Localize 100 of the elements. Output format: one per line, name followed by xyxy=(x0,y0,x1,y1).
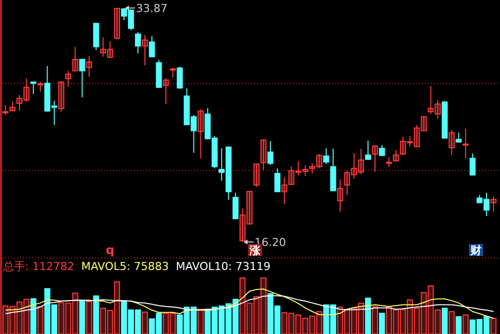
candlestick xyxy=(316,154,322,169)
bar xyxy=(240,278,246,334)
bar xyxy=(58,302,64,334)
bar xyxy=(16,302,22,334)
candlestick xyxy=(198,108,204,159)
bar xyxy=(456,316,462,334)
candlestick xyxy=(337,178,344,212)
candlestick xyxy=(295,160,302,176)
candlestick xyxy=(344,170,350,196)
text: q xyxy=(106,243,114,257)
candlestick xyxy=(246,190,252,226)
bar xyxy=(288,312,294,334)
candlestick xyxy=(420,116,427,132)
candlestick xyxy=(37,81,44,92)
bar xyxy=(316,311,322,334)
candlestick xyxy=(302,164,308,177)
text: MAVOL10: 73119 xyxy=(176,260,270,273)
candlestick xyxy=(386,156,392,168)
candlestick xyxy=(9,101,16,112)
bar xyxy=(2,306,8,334)
candlestick xyxy=(434,100,441,120)
bar xyxy=(93,295,100,334)
candlestick xyxy=(142,34,148,66)
bar xyxy=(428,285,434,334)
bar xyxy=(295,314,302,334)
candlestick xyxy=(267,140,274,166)
candlestick xyxy=(358,148,364,175)
candlestick xyxy=(100,36,106,58)
bar xyxy=(86,301,92,334)
candlestick xyxy=(470,152,476,176)
bar xyxy=(100,308,106,334)
bar xyxy=(142,312,148,334)
bar xyxy=(114,281,120,334)
candlestick xyxy=(309,162,316,174)
bar xyxy=(442,308,448,334)
bar xyxy=(302,318,308,334)
candlestick xyxy=(281,176,288,204)
bar xyxy=(378,312,385,334)
bar xyxy=(490,318,497,334)
series-label: 总手: 112782 xyxy=(2,260,74,273)
candlestick xyxy=(148,36,155,58)
candlestick xyxy=(260,138,266,171)
candlestick xyxy=(351,152,358,180)
candlestick xyxy=(428,86,434,115)
bar xyxy=(107,310,114,334)
candlestick xyxy=(232,192,239,220)
candlestick xyxy=(65,70,72,88)
bar xyxy=(344,308,350,334)
bar xyxy=(281,312,288,334)
bar xyxy=(79,300,86,334)
candlestick xyxy=(323,148,330,164)
candlestick xyxy=(114,8,120,39)
candlestick xyxy=(16,94,22,112)
bar xyxy=(253,296,260,334)
candlestick xyxy=(30,82,36,95)
candlestick xyxy=(2,104,8,116)
bar xyxy=(400,308,406,334)
annotation: 33.87 xyxy=(136,2,168,15)
candlestick xyxy=(288,166,294,185)
bar xyxy=(365,298,372,334)
candlestick xyxy=(107,40,114,58)
bar xyxy=(309,316,316,334)
candlestick xyxy=(58,82,64,112)
candlestick xyxy=(176,66,183,90)
bar xyxy=(462,314,469,334)
candlestick xyxy=(162,78,169,105)
bar xyxy=(65,302,72,334)
bar xyxy=(37,306,44,334)
candlestick xyxy=(400,136,406,156)
candlestick xyxy=(86,56,92,78)
bar xyxy=(198,308,204,334)
candlestick xyxy=(462,128,469,160)
bar xyxy=(372,306,378,334)
candlestick xyxy=(274,168,280,192)
bar xyxy=(23,298,30,334)
candlestick xyxy=(72,46,78,72)
candlestick xyxy=(93,22,100,50)
bar xyxy=(448,311,455,334)
bar xyxy=(414,308,420,334)
candlestick xyxy=(406,136,413,148)
candlestick xyxy=(448,130,455,156)
candlestick xyxy=(490,196,497,212)
bar xyxy=(420,292,427,334)
candlestick xyxy=(79,58,86,98)
text: MAVOL5: 75883 xyxy=(81,260,169,273)
bar xyxy=(358,302,364,334)
bar xyxy=(386,306,392,334)
bar xyxy=(351,308,358,334)
bar xyxy=(260,278,266,334)
bar xyxy=(72,292,78,334)
bar xyxy=(246,302,252,334)
bar xyxy=(392,309,399,334)
bar xyxy=(30,298,36,334)
candlestick xyxy=(170,67,176,78)
bar xyxy=(9,306,16,334)
bar xyxy=(337,306,344,334)
candlestick xyxy=(23,78,30,102)
bar xyxy=(170,312,176,334)
bar xyxy=(162,312,169,334)
bar xyxy=(406,299,413,334)
